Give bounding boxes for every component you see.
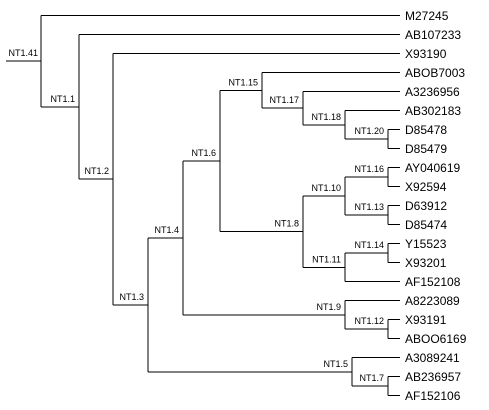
leaf-label-abob7003: ABOB7003	[405, 66, 465, 80]
node-label-nt1-10: NT1.10	[311, 183, 341, 193]
node-label-nt1-11: NT1.11	[312, 254, 341, 264]
leaf-label-d85479: D85479	[405, 142, 447, 156]
node-label-nt1-20: NT1.20	[354, 126, 384, 136]
node-label-nt1-7: NT1.7	[359, 373, 384, 383]
leaf-label-a3236956: A3236956	[405, 85, 460, 99]
tree-labels: NT1.41 M27245 NT1.1 AB107233 NT1.2 X93190 NT1.…	[8, 9, 466, 403]
leaf-label-af152106: AF152106	[405, 389, 461, 403]
leaf-label-y15523: Y15523	[405, 237, 447, 251]
leaf-label-a8223089: A8223089	[405, 294, 460, 308]
leaf-label-x93191: X93191	[405, 313, 447, 327]
leaf-label-a3089241: A3089241	[405, 351, 460, 365]
leaf-label-ab236957: AB236957	[405, 370, 461, 384]
node-label-nt1-16: NT1.16	[354, 164, 384, 174]
leaf-label-d63912: D63912	[405, 199, 447, 213]
leaf-label-x93201: X93201	[405, 256, 447, 270]
leaf-label-ay040619: AY040619	[405, 161, 460, 175]
node-label-nt1-4: NT1.4	[154, 225, 179, 235]
node-label-nt1-1: NT1.1	[50, 94, 75, 104]
leaf-label-x92594: X92594	[405, 180, 447, 194]
node-label-nt1-2: NT1.2	[84, 166, 109, 176]
leaf-label-d85474: D85474	[405, 218, 447, 232]
leaf-label-x93190: X93190	[405, 47, 447, 61]
node-label-nt1-8: NT1.8	[274, 219, 299, 229]
tree-branches	[6, 15, 400, 396]
node-label-nt1-5: NT1.5	[323, 359, 348, 369]
leaf-label-af152108: AF152108	[405, 275, 461, 289]
leaf-label-d85478: D85478	[405, 123, 447, 137]
leaf-label-aboo6169: ABOO6169	[405, 332, 467, 346]
node-label-nt1-14: NT1.14	[354, 240, 384, 250]
node-label-nt1-18: NT1.18	[311, 112, 341, 122]
leaf-label-m27245: M27245	[405, 9, 449, 23]
node-label-nt1-17: NT1.17	[269, 95, 299, 105]
leaf-label-ab302183: AB302183	[405, 104, 461, 118]
node-label-nt1-15: NT1.15	[228, 77, 258, 87]
node-label-nt1-6: NT1.6	[191, 148, 216, 158]
node-label-nt1-3: NT1.3	[119, 292, 144, 302]
node-label-nt1-12: NT1.12	[354, 316, 384, 326]
node-label-nt1-41: NT1.41	[8, 48, 38, 58]
node-label-nt1-13: NT1.13	[354, 202, 384, 212]
leaf-label-ab107233: AB107233	[405, 28, 461, 42]
node-label-nt1-9: NT1.9	[316, 302, 341, 312]
